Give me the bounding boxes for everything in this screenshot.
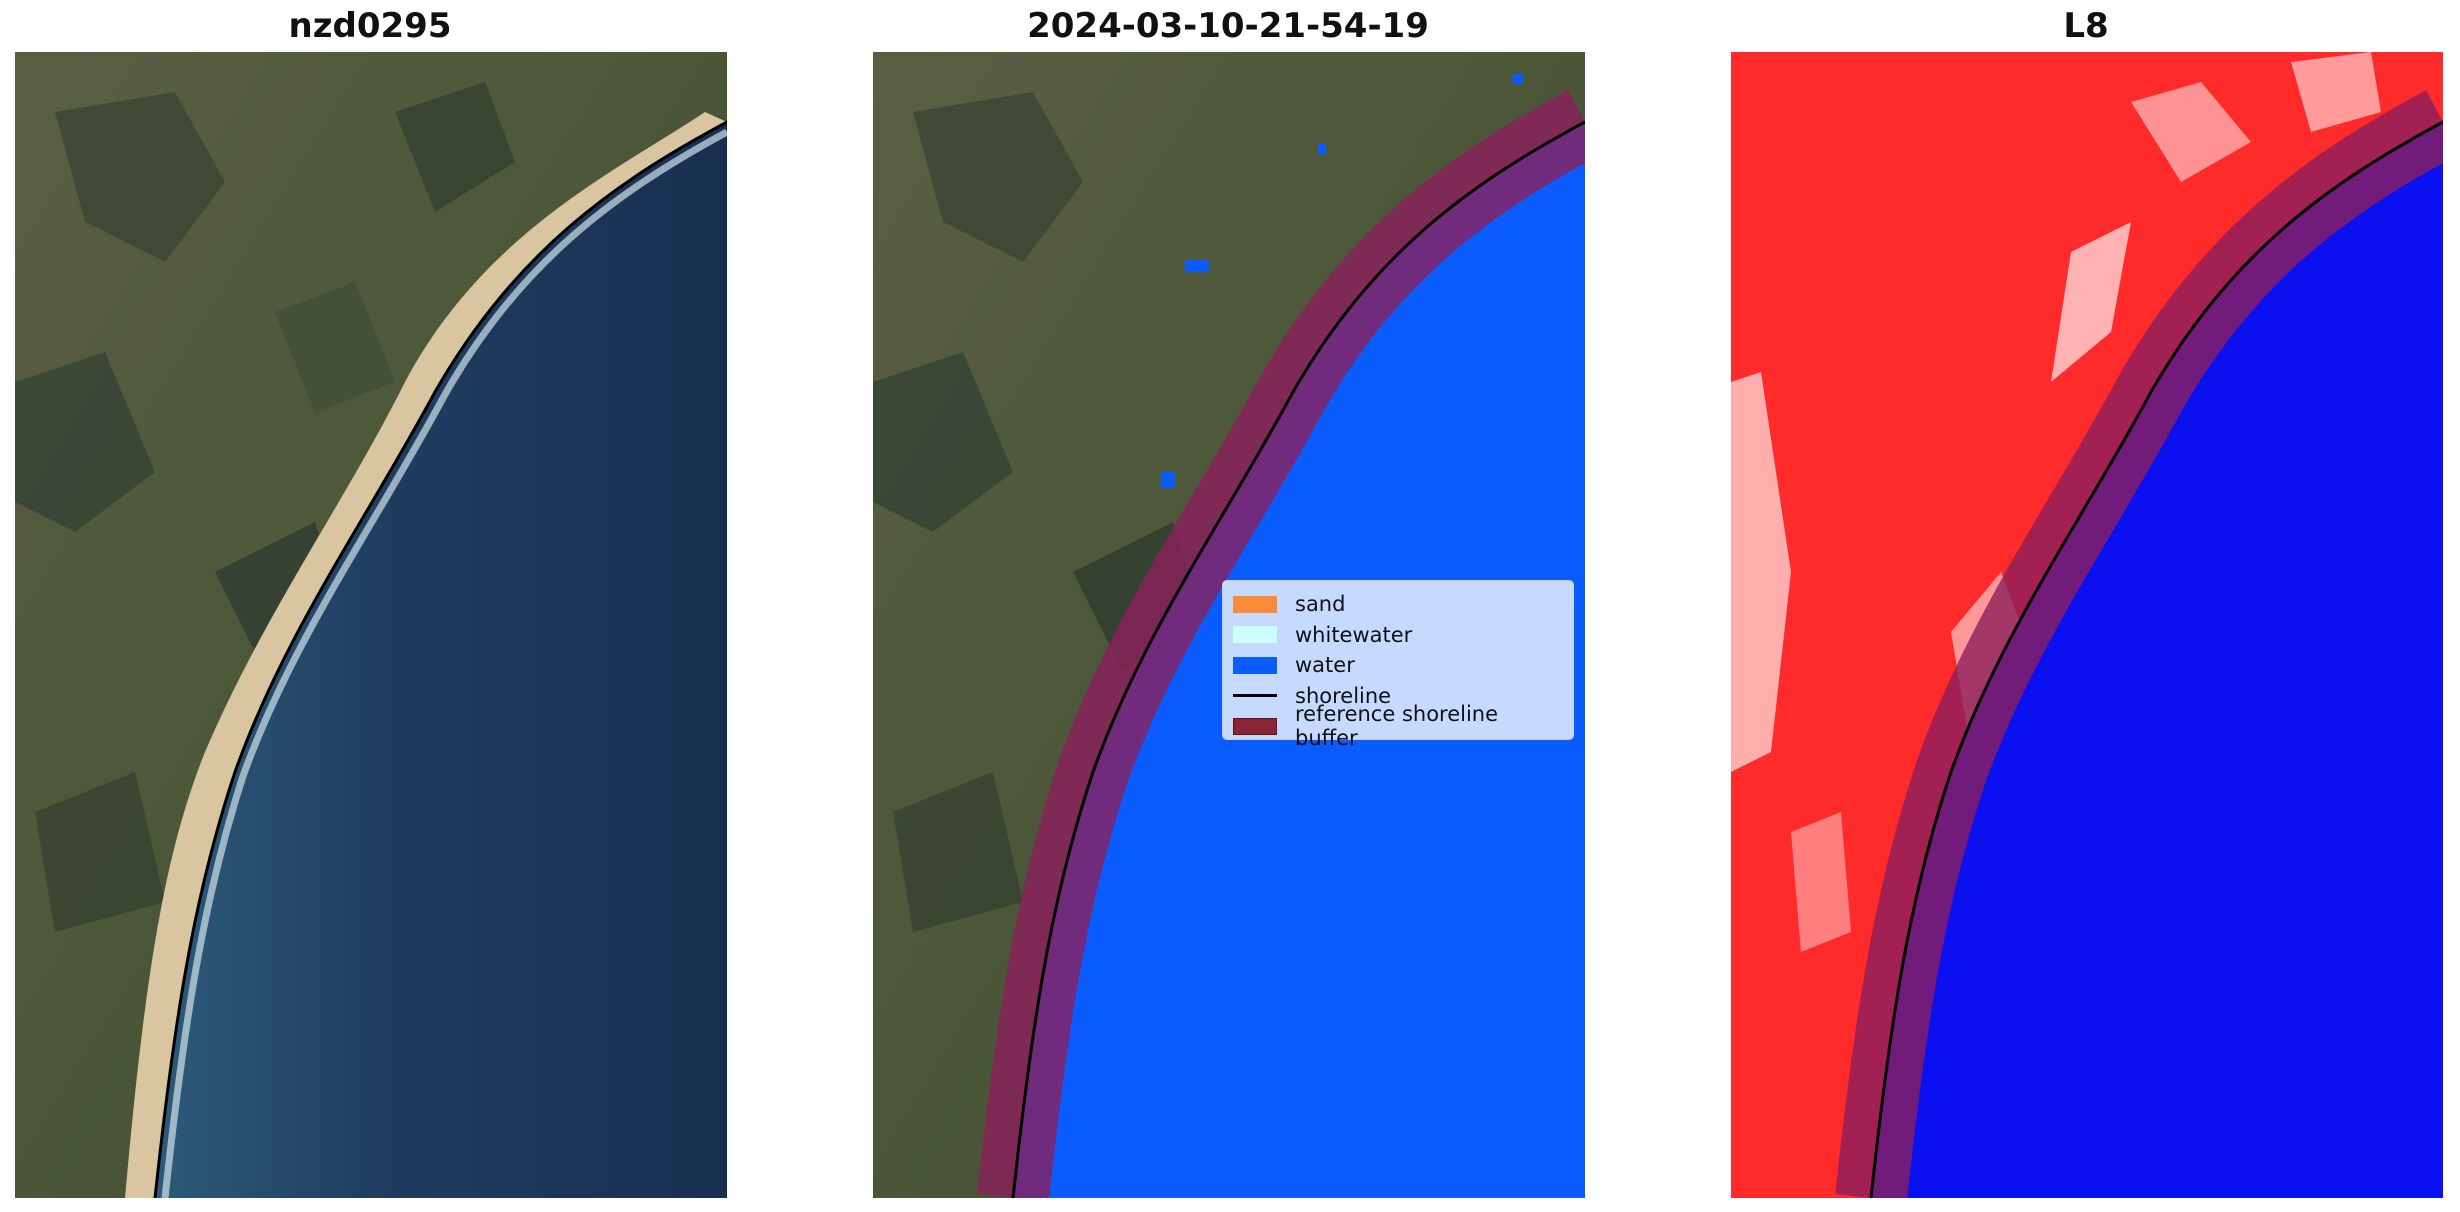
legend: sand whitewater water shoreline referenc…	[1222, 580, 1574, 750]
rgb-satellite-image	[15, 52, 727, 1198]
buffer-swatch	[1233, 717, 1277, 735]
whitewater-swatch	[1233, 626, 1277, 644]
legend-label: reference shoreline buffer	[1295, 702, 1499, 751]
panel-title: nzd0295	[288, 6, 452, 46]
panel-index: L8	[1716, 0, 2446, 1212]
legend-label: shoreline	[1295, 683, 1392, 708]
legend-item-water: water	[1233, 650, 1563, 681]
index-image	[1731, 52, 2443, 1198]
legend-label: water	[1295, 653, 1355, 678]
legend-label: sand	[1295, 592, 1346, 617]
shoreline	[153, 120, 727, 1198]
legend-item-buffer: reference shoreline buffer	[1233, 702, 1563, 750]
legend-item-sand: sand	[1233, 589, 1563, 620]
shoreline-line-icon	[1233, 694, 1277, 698]
panel-classification: 2024-03-10-21-54-19	[858, 0, 1588, 1212]
panel-title: L8	[2063, 6, 2109, 46]
water-swatch	[1233, 656, 1277, 674]
legend-item-shoreline: shoreline	[1233, 681, 1563, 712]
panel-title: 2024-03-10-21-54-19	[1027, 6, 1429, 46]
legend-item-whitewater: whitewater	[1233, 620, 1563, 651]
legend-label: whitewater	[1295, 622, 1413, 647]
sand-swatch	[1233, 595, 1277, 613]
panel-rgb: nzd0295	[0, 0, 730, 1212]
